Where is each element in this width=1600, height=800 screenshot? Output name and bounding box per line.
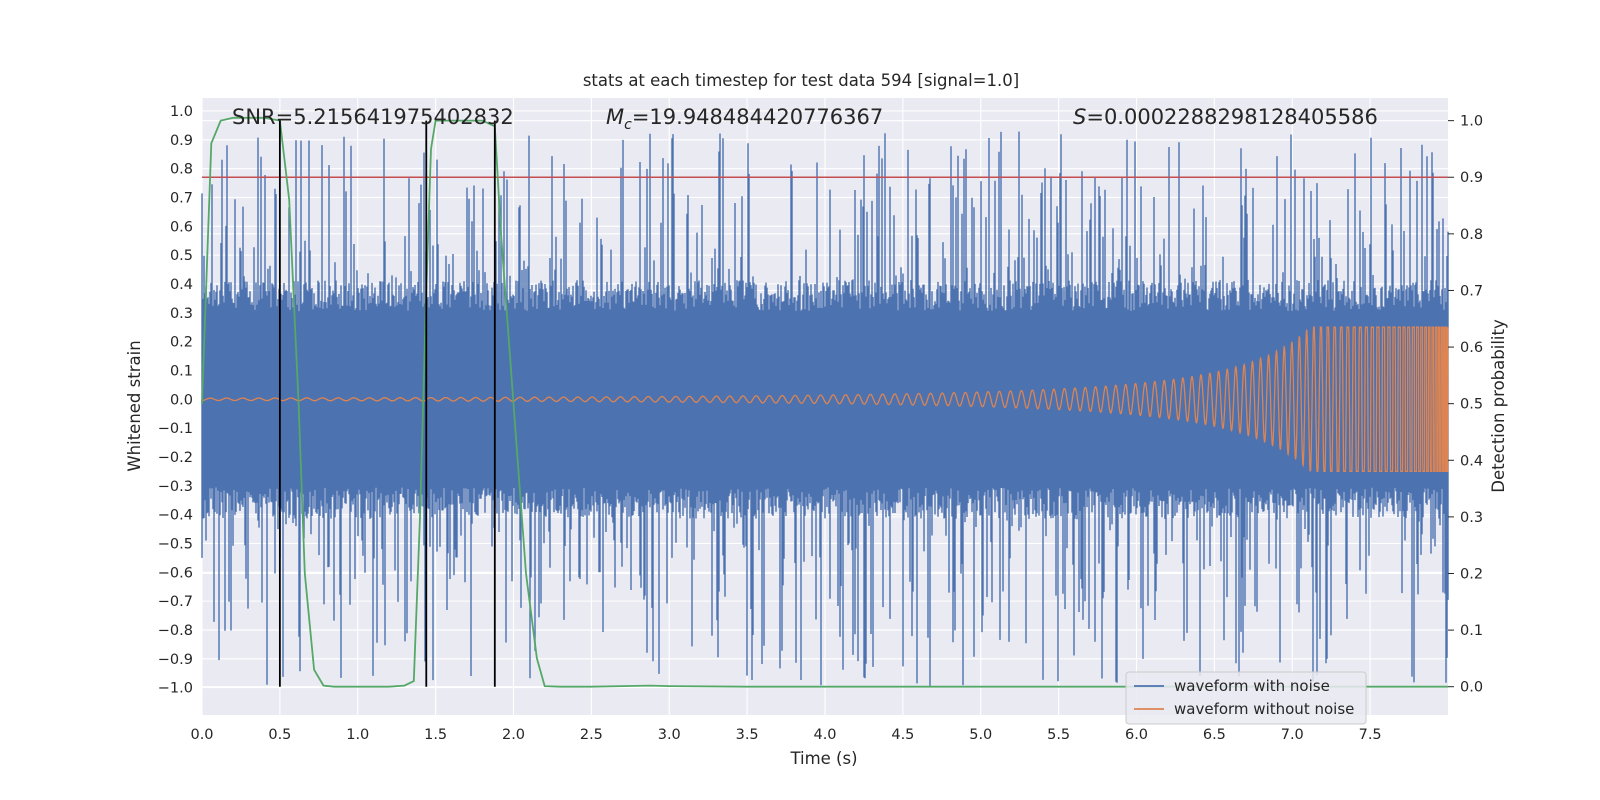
chirp-mass-annotation: Mc=19.948484420776367 <box>606 105 883 133</box>
y-tick-label: −0.4 <box>158 508 193 524</box>
y2-tick-label: 0.7 <box>1460 283 1483 299</box>
chirp-mass-symbol: M <box>606 105 624 129</box>
x-axis-label: Time (s) <box>789 749 857 768</box>
y2-tick-label: 0.6 <box>1460 340 1483 356</box>
y-tick-label: 0.9 <box>170 133 193 149</box>
legend: waveform with noise waveform without noi… <box>1125 671 1367 725</box>
s-symbol: S <box>1073 105 1086 129</box>
y-tick-label: −0.2 <box>158 450 193 466</box>
y2-tick-label: 0.4 <box>1460 453 1483 469</box>
x-tick-label: 4.0 <box>813 727 836 743</box>
x-tick-label: 1.5 <box>424 727 447 743</box>
y-axis-label: Whitened strain <box>125 340 144 471</box>
x-tick-label: 1.0 <box>346 727 369 743</box>
legend-label-noisy: waveform with noise <box>1174 677 1330 695</box>
y2-axis-label: Detection probability <box>1489 319 1508 493</box>
y-tick-label: 1.0 <box>170 104 193 120</box>
y-tick-label: −0.9 <box>158 652 193 668</box>
vertical-markers <box>278 120 496 687</box>
x-tick-label: 2.0 <box>502 727 525 743</box>
legend-label-clean: waveform without noise <box>1174 700 1354 718</box>
x-tick-label: 0.5 <box>268 727 291 743</box>
y-tick-label: 0.8 <box>170 162 193 178</box>
y-tick-label: 0.6 <box>170 219 193 235</box>
x-tick-label: 7.0 <box>1281 727 1304 743</box>
y-tick-label: −1.0 <box>158 681 193 697</box>
detection-probability-path <box>201 116 1448 688</box>
y-tick-label: 0.0 <box>170 392 193 408</box>
y-tick-label: −0.3 <box>158 479 193 495</box>
chart-title: stats at each timestep for test data 594… <box>583 71 1019 90</box>
y2-tick-label: 0.9 <box>1460 170 1483 186</box>
chirp-mass-value: =19.948484420776367 <box>632 105 883 129</box>
y-tick-label: 0.7 <box>170 190 193 206</box>
legend-box <box>1125 671 1367 725</box>
waveform-without-noise-line <box>202 326 1449 473</box>
x-tick-label: 7.5 <box>1359 727 1382 743</box>
x-tick-label: 2.5 <box>580 727 603 743</box>
y-tick-label: −0.8 <box>158 623 193 639</box>
y2-tick-label: 0.3 <box>1460 510 1483 526</box>
y-axis-ticks: 1.0 0.9 0.8 0.7 0.6 0.5 0.4 0.3 0.2 0.1 0.0 −0.1 −0.… <box>158 104 193 697</box>
detection-probability-line <box>201 116 1448 688</box>
x-tick-label: 3.0 <box>658 727 681 743</box>
y2-tick-label: 1.0 <box>1460 114 1483 130</box>
waveform-without-noise-path <box>202 326 1449 473</box>
y-tick-label: −0.1 <box>158 421 193 437</box>
x-tick-label: 0.0 <box>190 727 213 743</box>
y-tick-label: 0.2 <box>170 335 193 351</box>
y2-tick-label: 0.0 <box>1460 680 1483 696</box>
s-value: =0.0002288298128405586 <box>1086 105 1378 129</box>
y-tick-label: −0.7 <box>158 594 193 610</box>
y2-axis-ticks: 1.0 0.9 0.8 0.7 0.6 0.5 0.4 0.3 0.2 0.1 0.0 <box>1448 114 1483 696</box>
y-tick-label: 0.5 <box>170 248 193 264</box>
y2-tick-label: 0.5 <box>1460 397 1483 413</box>
x-tick-label: 5.5 <box>1047 727 1070 743</box>
y-tick-label: −0.5 <box>158 536 193 552</box>
x-tick-label: 4.5 <box>891 727 914 743</box>
y2-tick-label: 0.1 <box>1460 623 1483 639</box>
y2-tick-label: 0.2 <box>1460 566 1483 582</box>
y-tick-label: 0.3 <box>170 306 193 322</box>
snr-annotation: SNR=5.215641975402832 <box>232 105 514 129</box>
x-tick-label: 3.5 <box>736 727 759 743</box>
y2-tick-label: 0.8 <box>1460 227 1483 243</box>
x-axis-ticks: 0.0 0.5 1.0 1.5 2.0 2.5 3.0 3.5 4.0 4.5 5.0 5.5 6.0 6… <box>190 727 1381 743</box>
waveform-with-noise-line <box>201 131 1449 687</box>
x-tick-label: 6.0 <box>1125 727 1148 743</box>
waveform-with-noise-path <box>201 131 1449 687</box>
y-tick-label: −0.6 <box>158 565 193 581</box>
x-tick-label: 5.0 <box>969 727 992 743</box>
s-annotation: S=0.0002288298128405586 <box>1073 105 1378 129</box>
y-tick-label: 0.4 <box>170 277 193 293</box>
chirp-mass-subscript: c <box>624 117 632 133</box>
x-tick-label: 6.5 <box>1203 727 1226 743</box>
y-tick-label: 0.1 <box>170 363 193 379</box>
